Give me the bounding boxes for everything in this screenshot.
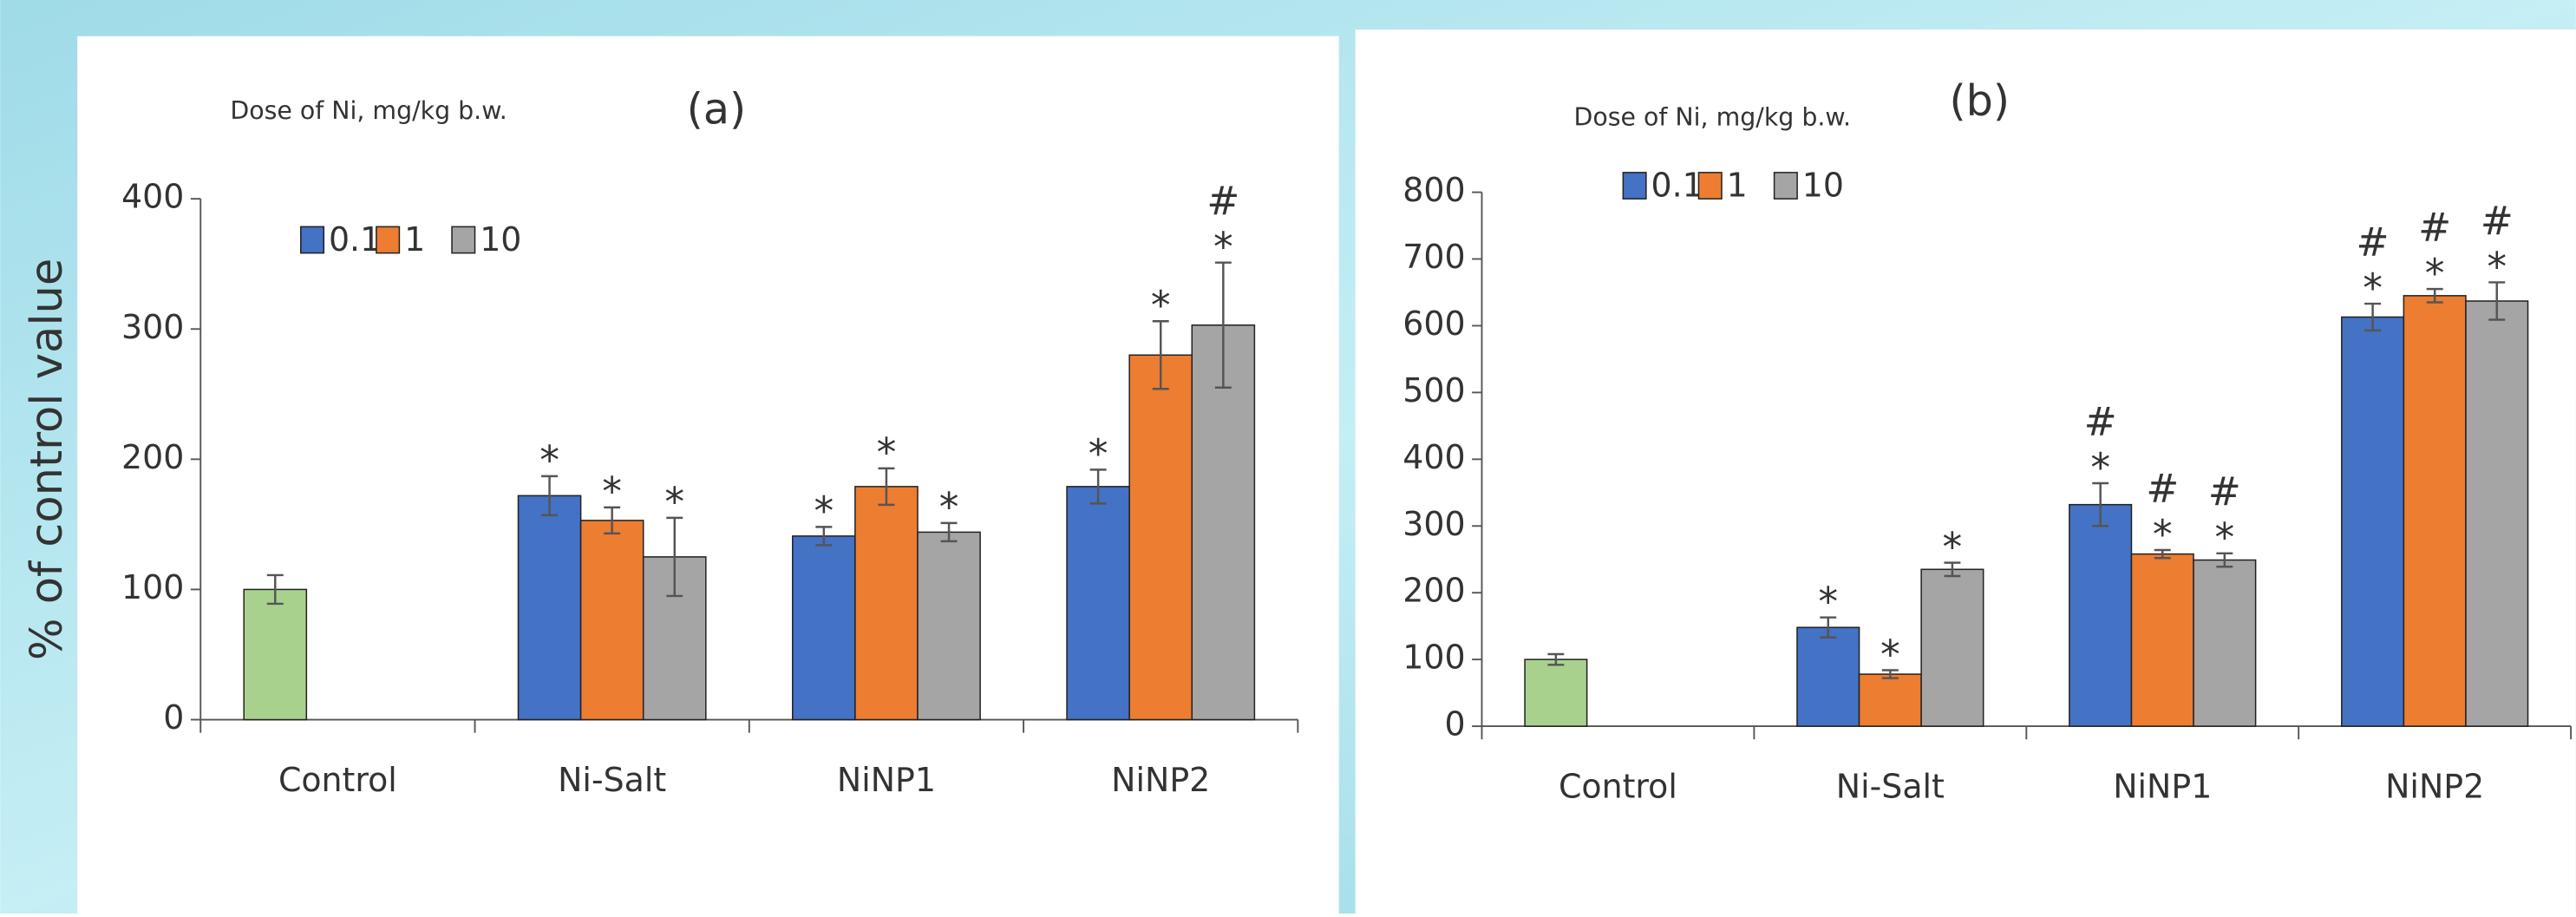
panel [77,36,1339,914]
y-tick-label: 0 [163,698,184,737]
bar [2130,553,2194,727]
significance-mark: * [2425,250,2445,296]
significance-mark: * [664,479,684,525]
bar [517,495,582,721]
significance-mark: * [2153,511,2173,557]
significance-mark: # [2208,468,2241,514]
significance-mark: * [2090,444,2110,490]
significance-mark: * [2363,265,2383,311]
dose-label: Dose of Ni, mg/kg b.w. [230,96,507,125]
legend-label: 1 [1727,166,1748,204]
significance-mark: * [602,468,622,514]
y-tick-label: 400 [121,178,184,216]
bar [2069,503,2133,727]
significance-mark: # [2084,398,2117,444]
bar [1858,673,1922,727]
significance-mark: * [1151,283,1171,329]
bar [792,535,856,721]
legend-swatch [1622,172,1647,200]
bar [1796,626,1860,727]
significance-mark: # [2481,198,2514,244]
significance-mark: * [1880,632,1900,678]
bar [1128,354,1193,721]
chart-title: (a) [687,83,747,134]
y-tick-label: 0 [1444,705,1465,743]
legend-label: 0.1 [329,220,381,259]
significance-mark: * [1943,524,1963,570]
bar [1066,486,1130,721]
x-tick-label: NiNP2 [1111,761,1210,799]
y-tick-label: 400 [1402,438,1465,476]
legend-label: 1 [404,220,425,259]
legend-label: 10 [1802,166,1844,204]
bar [917,531,981,721]
significance-mark: * [939,484,959,530]
bar [2403,295,2467,727]
bar [2465,300,2529,727]
dose-label: Dose of Ni, mg/kg b.w. [1574,102,1852,131]
significance-mark: * [2214,514,2234,560]
bar [1191,324,1256,721]
chart-title: (b) [1949,75,2010,126]
bar [579,520,644,721]
y-tick-label: 300 [121,308,184,346]
x-tick-label: Ni-Salt [558,761,666,799]
x-tick-label: Control [1559,768,1677,806]
significance-mark: * [1213,224,1233,270]
legend-swatch [300,226,325,254]
legend-swatch [376,226,401,254]
bar [2193,559,2257,727]
significance-mark: * [1818,579,1838,625]
significance-mark: * [539,437,559,483]
x-tick-label: Control [278,761,397,799]
bar [1524,658,1588,727]
y-tick-label: 100 [1402,639,1465,677]
x-tick-label: NiNP1 [837,761,936,799]
x-tick-label: Ni-Salt [1836,768,1945,806]
significance-mark: # [2357,219,2390,265]
bar [854,486,919,721]
significance-mark: * [877,429,897,475]
y-tick-label: 800 [1402,171,1465,209]
x-tick-label: NiNP2 [2385,768,2484,806]
y-tick-label: 100 [121,568,184,606]
y-tick-label: 200 [1402,572,1465,610]
bar [243,588,308,721]
legend-label: 10 [480,220,521,259]
y-tick-label: 300 [1402,505,1465,543]
y-tick-label: 700 [1402,238,1465,276]
significance-mark: * [1089,431,1108,477]
bar [2341,316,2405,727]
significance-mark: # [2418,204,2451,250]
significance-mark: # [2146,465,2179,511]
legend-swatch [1773,172,1798,200]
significance-mark: # [1206,178,1239,224]
y-tick-label: 500 [1402,371,1465,409]
legend-swatch [1697,172,1723,200]
significance-mark: * [814,488,834,534]
y-axis-title: % of control value [22,259,73,660]
legend-swatch [451,226,476,254]
x-tick-label: NiNP1 [2113,768,2212,806]
significance-mark: * [2487,244,2507,290]
legend-label: 0.1 [1651,166,1703,204]
bar [1920,568,1984,727]
y-tick-label: 600 [1402,305,1465,343]
y-tick-label: 200 [121,438,184,476]
